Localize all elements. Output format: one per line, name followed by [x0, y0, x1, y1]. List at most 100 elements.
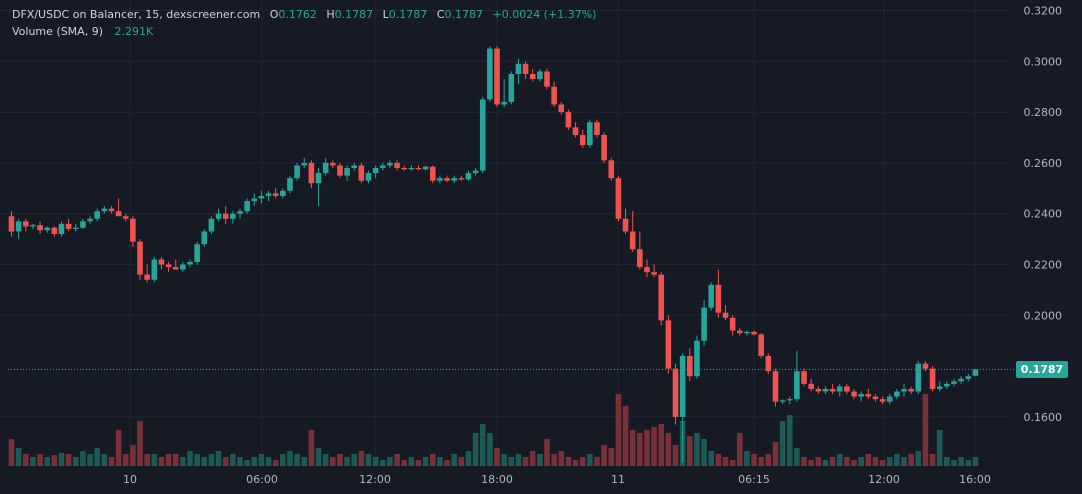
- candle-body: [936, 386, 943, 389]
- candle-body: [487, 48, 493, 100]
- volume-bar: [922, 394, 929, 466]
- candle-body: [272, 193, 279, 196]
- volume-bar: [615, 394, 622, 466]
- volume-bar: [658, 424, 665, 466]
- time-tick-label: 16:00: [959, 473, 991, 486]
- volume-bar: [258, 454, 265, 466]
- candle-body: [551, 86, 557, 105]
- volume-bar: [80, 451, 86, 466]
- time-tick-label: 06:15: [738, 473, 770, 486]
- candle-body: [694, 340, 700, 377]
- candle-body: [87, 218, 93, 222]
- candle-body: [222, 213, 229, 219]
- candle-body: [622, 218, 629, 232]
- candle-body: [330, 162, 336, 166]
- volume-bar: [415, 460, 422, 466]
- last-price-tag: 0.1787: [1016, 361, 1068, 378]
- volume-bar: [572, 460, 579, 466]
- volume-bar: [901, 457, 907, 466]
- candle-body: [894, 391, 900, 397]
- volume-bar: [872, 457, 879, 466]
- volume-bar: [379, 460, 386, 466]
- volume-bar: [165, 454, 172, 466]
- price-tick-label: 0.2200: [1024, 259, 1063, 272]
- candle-body: [901, 388, 907, 392]
- time-tick-label: 12:00: [868, 473, 900, 486]
- volume-bar: [137, 421, 143, 466]
- volume-bar: [472, 433, 479, 466]
- candle-body: [387, 162, 393, 166]
- volume-bar: [144, 454, 150, 466]
- candle-body: [722, 312, 729, 318]
- candle-body: [679, 355, 686, 417]
- candle-body: [958, 378, 964, 382]
- candle-body: [758, 334, 764, 356]
- close-label: C: [436, 8, 445, 21]
- volume-bar: [908, 454, 914, 466]
- volume-bar: [565, 457, 572, 466]
- candle-body: [951, 381, 957, 384]
- volume-bar: [37, 454, 43, 466]
- volume-bar: [158, 457, 165, 466]
- candle-body: [608, 160, 615, 179]
- volume-bar: [836, 454, 843, 466]
- volume-bar: [287, 451, 293, 466]
- candle-body: [415, 167, 422, 170]
- volume-bar: [786, 415, 793, 466]
- candle-body: [751, 331, 757, 335]
- volume-bar: [508, 457, 515, 466]
- candle-body: [565, 112, 572, 128]
- candle-body: [287, 178, 293, 191]
- candle-body: [44, 227, 50, 231]
- volume-bar: [101, 454, 108, 466]
- volume-bar: [815, 457, 822, 466]
- candle-body: [122, 216, 129, 219]
- volume-bar: [51, 455, 58, 466]
- candle-body: [437, 178, 443, 181]
- volume-bar: [308, 430, 315, 466]
- candle-body: [844, 386, 850, 392]
- candle-body: [558, 104, 565, 113]
- price-tick-label: 0.1600: [1024, 411, 1063, 424]
- volume-bar: [458, 457, 465, 466]
- volume-bar: [30, 457, 36, 466]
- volume-bar: [529, 451, 536, 466]
- price-tick-label: 0.3200: [1024, 5, 1063, 18]
- volume-bar: [387, 457, 393, 466]
- price-axis[interactable]: 0.3200 0.3000 0.2800 0.2600 0.2400 0.2200 0.20…: [1024, 5, 1063, 424]
- candle-body: [651, 272, 657, 275]
- candle-body: [587, 122, 593, 146]
- volume-bar: [758, 457, 764, 466]
- volume-bar: [629, 430, 636, 466]
- candle-body: [101, 208, 108, 212]
- volume-bar: [372, 457, 379, 466]
- volume-bar: [65, 454, 72, 466]
- candle-body: [344, 167, 350, 176]
- candle-body: [194, 244, 200, 262]
- candle-body: [708, 284, 715, 308]
- volume-bar: [487, 433, 493, 466]
- volume-value: 2.291K: [114, 25, 154, 38]
- volume-bar: [8, 439, 15, 466]
- volume-bar: [479, 424, 486, 466]
- candle-body: [230, 213, 236, 219]
- candle-body: [337, 165, 343, 176]
- candle-body: [165, 264, 172, 268]
- volume-bar: [272, 460, 279, 466]
- candle-body: [644, 267, 650, 273]
- candle-body: [358, 165, 365, 181]
- candle-body: [365, 173, 372, 181]
- candle-body: [929, 368, 936, 389]
- volume-bar: [801, 457, 807, 466]
- volume-bar: [736, 433, 743, 466]
- candle-body: [808, 383, 814, 389]
- volume-bar: [344, 457, 350, 466]
- volume-bar: [515, 454, 522, 466]
- candle-body: [208, 218, 215, 232]
- volume-bar: [94, 448, 100, 466]
- volume-bar: [215, 451, 222, 466]
- open-label: O: [269, 8, 279, 21]
- time-axis[interactable]: 10 06:00 12:00 18:00 11 06:15 12:00 16:00: [123, 473, 991, 486]
- volume-bar: [44, 457, 50, 466]
